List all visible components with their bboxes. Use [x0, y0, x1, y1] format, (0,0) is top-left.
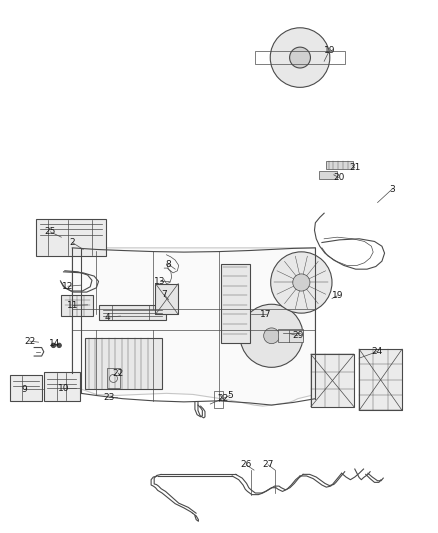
Circle shape [271, 252, 332, 313]
Text: 10: 10 [58, 384, 69, 392]
Bar [44, 372, 80, 401]
Bar [359, 349, 402, 410]
Circle shape [57, 343, 61, 348]
Text: 17: 17 [260, 310, 272, 319]
Text: 25: 25 [45, 228, 56, 236]
Bar [107, 368, 120, 388]
Text: 2: 2 [70, 238, 75, 247]
Text: 8: 8 [166, 260, 172, 269]
Text: 5: 5 [227, 391, 233, 400]
Text: 19: 19 [324, 46, 335, 55]
Text: 19: 19 [332, 292, 343, 300]
Text: 14: 14 [49, 340, 60, 348]
Text: 9: 9 [21, 385, 27, 393]
Bar [255, 51, 345, 64]
Bar [319, 171, 337, 179]
Text: 24: 24 [371, 348, 382, 356]
Bar [278, 329, 303, 342]
Bar [99, 305, 166, 320]
Text: 4: 4 [105, 313, 110, 321]
Text: 23: 23 [103, 393, 114, 401]
Circle shape [51, 343, 56, 348]
Polygon shape [72, 248, 315, 406]
Bar [214, 391, 223, 408]
Circle shape [290, 47, 311, 68]
Bar [85, 338, 162, 389]
Bar [61, 295, 93, 316]
Text: 22: 22 [24, 337, 35, 345]
Text: 27: 27 [262, 461, 274, 469]
Text: 21: 21 [349, 164, 360, 172]
Bar [36, 219, 106, 256]
Bar [10, 375, 42, 401]
Text: 22: 22 [113, 369, 124, 377]
Text: 20: 20 [333, 173, 344, 182]
Text: 11: 11 [67, 301, 78, 310]
Text: 29: 29 [292, 332, 304, 340]
Circle shape [240, 304, 303, 367]
Bar [311, 354, 354, 407]
Text: 7: 7 [161, 290, 167, 299]
Bar [155, 284, 178, 314]
Text: 13: 13 [154, 277, 166, 286]
Text: 12: 12 [62, 282, 74, 290]
Circle shape [270, 28, 330, 87]
Circle shape [293, 274, 310, 291]
Bar [326, 161, 353, 169]
Text: 22: 22 [218, 394, 229, 403]
Text: 26: 26 [240, 461, 252, 469]
Text: 3: 3 [389, 185, 395, 193]
Bar [221, 264, 250, 343]
Circle shape [264, 328, 279, 344]
